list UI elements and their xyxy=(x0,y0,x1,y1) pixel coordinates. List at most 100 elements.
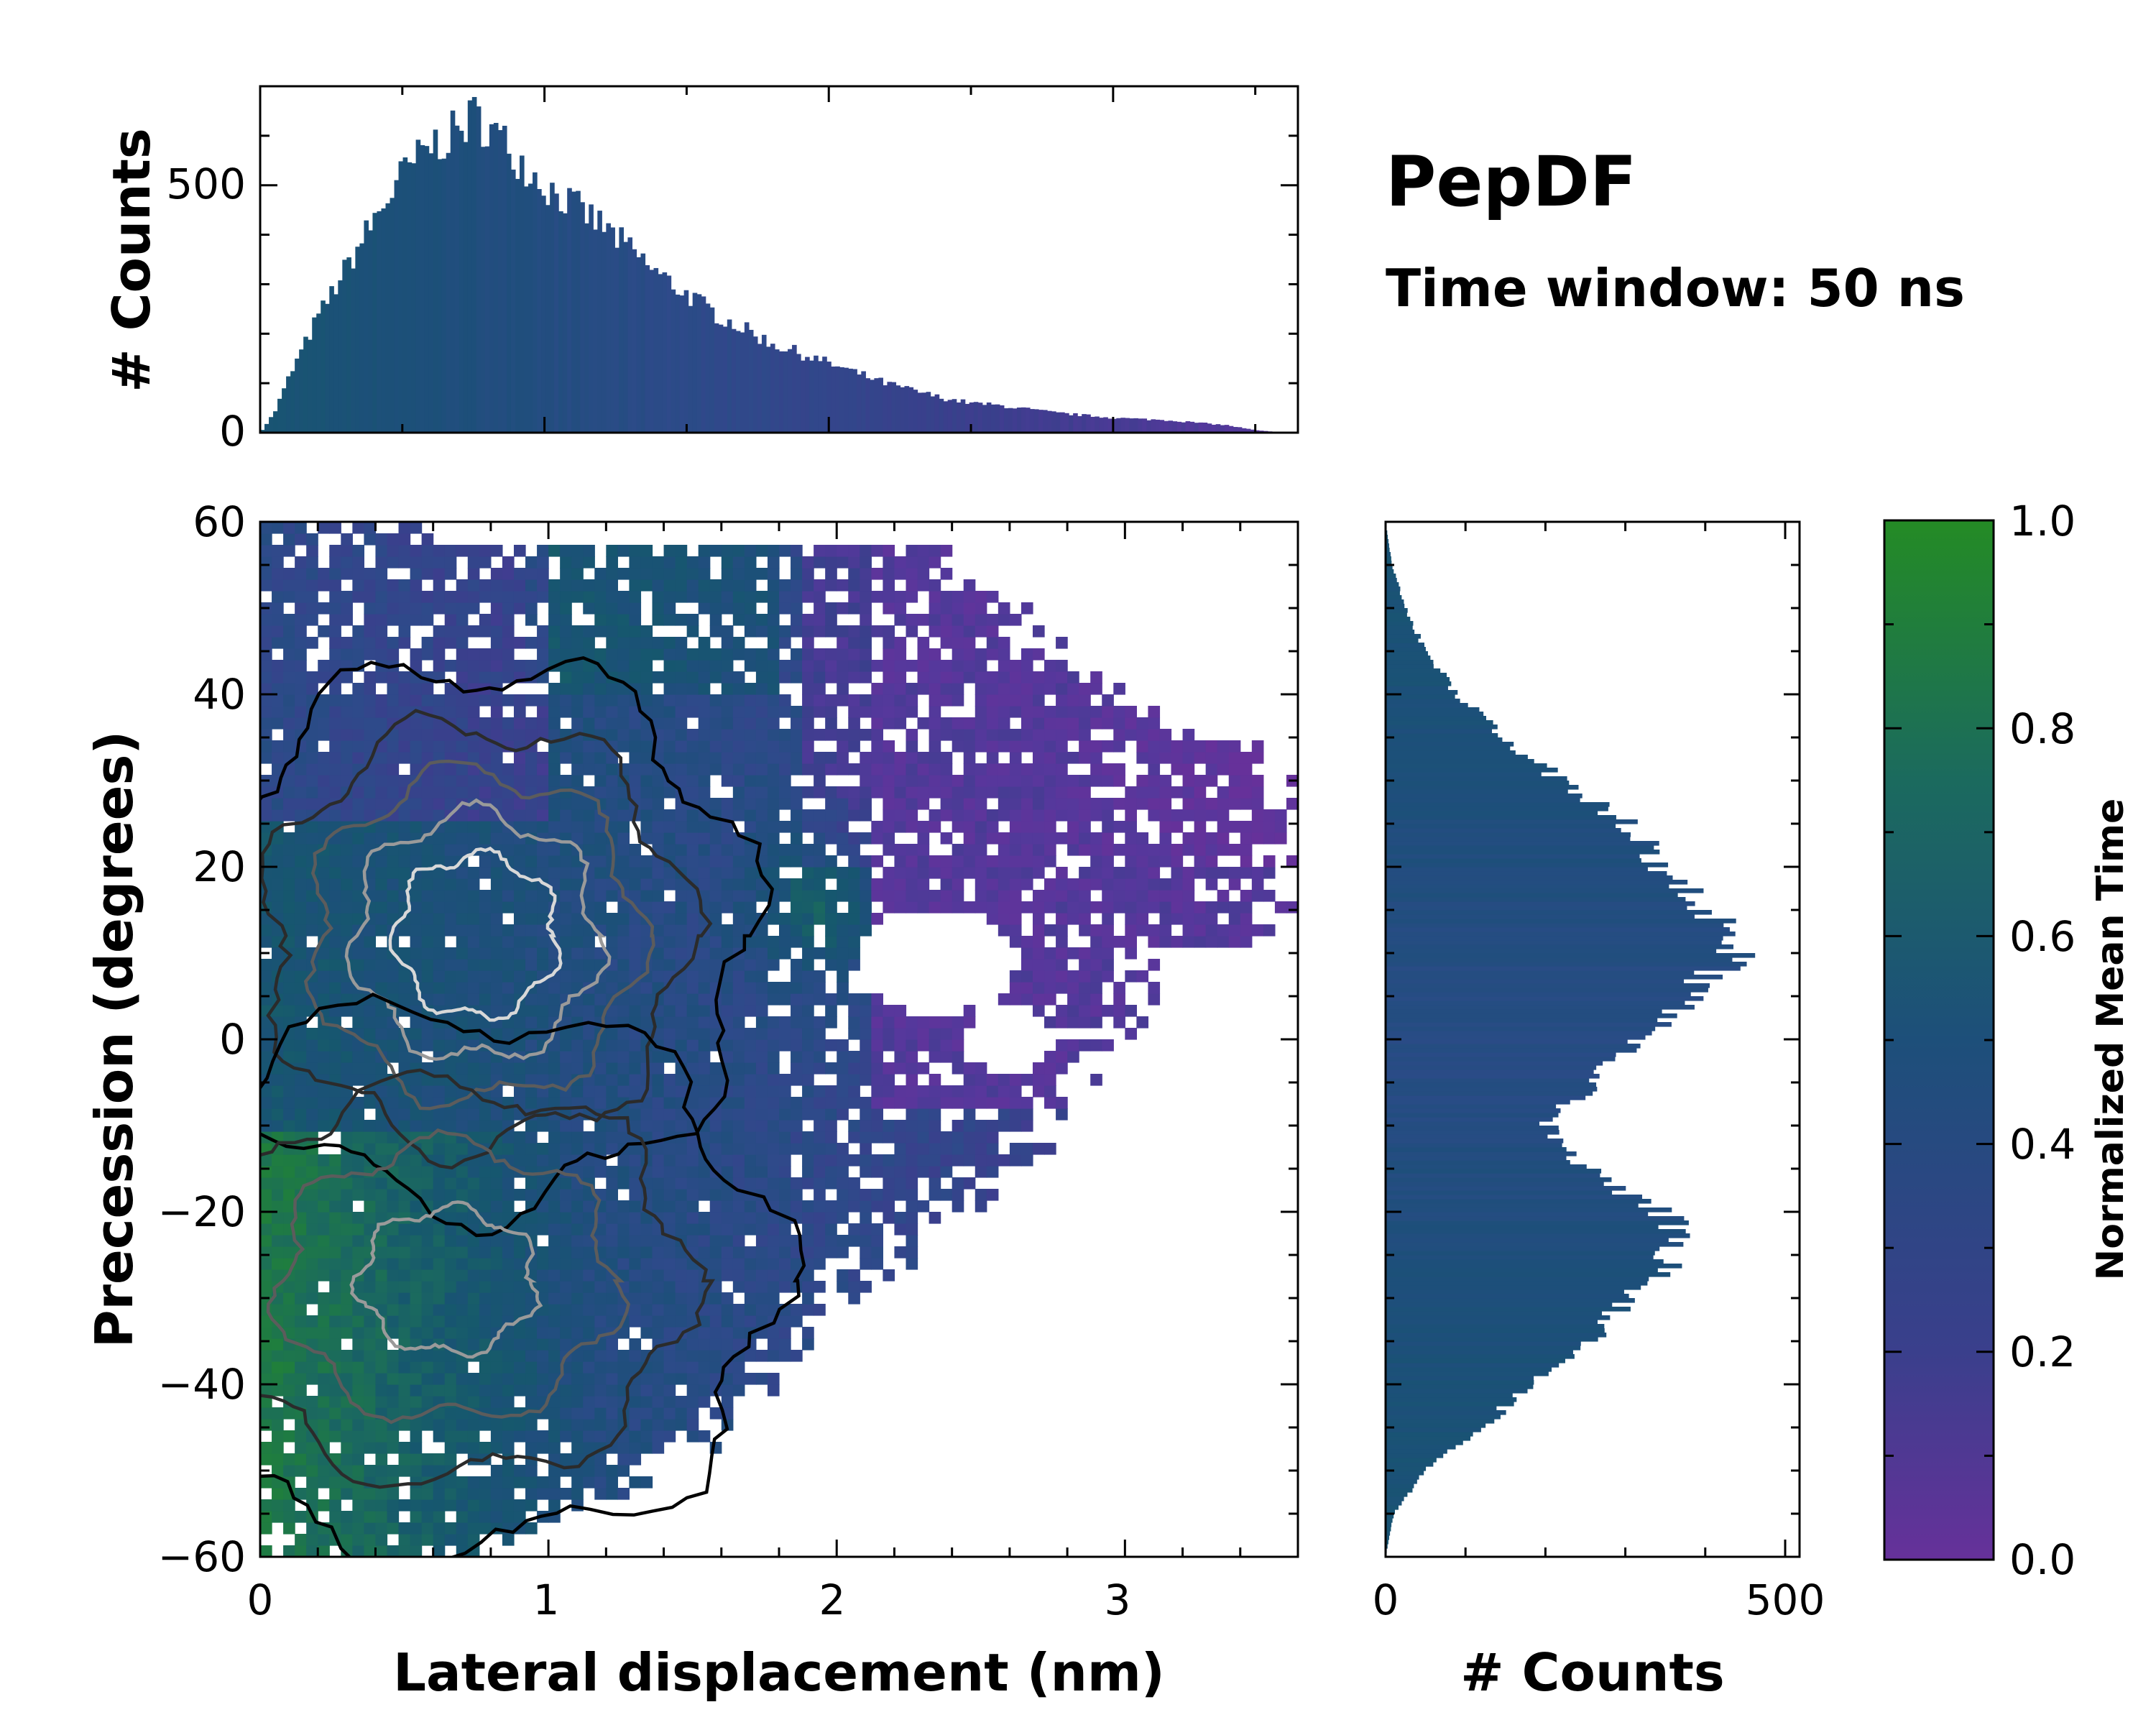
heatmap-cell xyxy=(375,1396,388,1408)
heatmap-cell xyxy=(490,729,503,741)
heatmap-cell xyxy=(456,591,469,603)
heatmap-cell xyxy=(260,1246,272,1259)
heatmap-cell xyxy=(629,1281,642,1293)
heatmap-cell xyxy=(721,821,734,833)
heatmap-cell xyxy=(663,832,676,845)
heatmap-cell xyxy=(1009,1108,1022,1121)
heatmap-cell xyxy=(814,901,826,914)
heatmap-cell xyxy=(375,602,388,615)
heatmap-cell xyxy=(1228,786,1241,799)
heatmap-cell xyxy=(467,1315,480,1328)
heatmap-cell xyxy=(929,1143,941,1155)
heatmap-cell xyxy=(410,1465,423,1477)
heatmap-cell xyxy=(744,947,757,960)
heatmap-cell xyxy=(906,821,918,833)
heatmap-cell xyxy=(583,901,595,914)
heatmap-cell xyxy=(1274,901,1287,914)
top-histogram: 0 500 # Counts xyxy=(101,85,1299,456)
heatmap-cell xyxy=(860,1258,872,1270)
heatmap-cell xyxy=(755,809,768,822)
heatmap-cell xyxy=(906,1143,918,1155)
heatmap-cell xyxy=(1182,740,1195,753)
heatmap-cell xyxy=(341,706,353,718)
heatmap-cell xyxy=(560,936,572,948)
heatmap-cell xyxy=(318,775,330,787)
heatmap-cell xyxy=(686,1143,699,1155)
heatmap-cell xyxy=(963,1097,976,1109)
heatmap-cell xyxy=(721,717,734,730)
heatmap-cell xyxy=(721,660,734,672)
heatmap-cell xyxy=(467,1304,480,1316)
heatmap-cell xyxy=(571,625,584,638)
heatmap-cell xyxy=(341,671,353,684)
heatmap-cell xyxy=(871,683,883,695)
top-histogram-bar xyxy=(835,366,840,433)
heatmap-cell xyxy=(755,821,768,833)
heatmap-cell xyxy=(998,706,1010,718)
heatmap-cell xyxy=(352,1384,364,1397)
heatmap-cell xyxy=(871,1189,883,1201)
heatmap-cell xyxy=(513,1074,526,1086)
heatmap-cell xyxy=(814,1028,826,1040)
heatmap-cell xyxy=(894,694,907,707)
heatmap-cell xyxy=(525,1143,538,1155)
heatmap-cell xyxy=(525,867,538,879)
heatmap-cell xyxy=(571,1269,584,1282)
heatmap-cell xyxy=(502,1534,515,1546)
heatmap-cell xyxy=(1217,936,1230,948)
heatmap-cell xyxy=(306,752,318,764)
heatmap-cell xyxy=(502,775,515,787)
heatmap-cell xyxy=(341,1522,353,1535)
heatmap-cell xyxy=(525,809,538,822)
heatmap-cell xyxy=(837,1281,849,1293)
heatmap-cell xyxy=(398,671,411,684)
heatmap-cell xyxy=(929,717,941,730)
heatmap-cell xyxy=(629,1235,642,1247)
heatmap-cell xyxy=(1148,867,1161,879)
heatmap-cell xyxy=(467,867,480,879)
heatmap-cell xyxy=(963,1131,976,1144)
heatmap-cell xyxy=(433,1534,446,1546)
heatmap-cell xyxy=(629,1016,642,1029)
heatmap-cell xyxy=(1067,775,1079,787)
heatmap-cell xyxy=(364,959,377,971)
heatmap-cell xyxy=(617,901,630,914)
heatmap-cell xyxy=(675,901,688,914)
heatmap-cell xyxy=(721,694,734,707)
top-histogram-bar xyxy=(947,400,953,433)
heatmap-cell xyxy=(410,786,423,799)
heatmap-cell xyxy=(272,1499,284,1512)
heatmap-cell xyxy=(860,614,872,626)
heatmap-cell xyxy=(1102,878,1114,891)
heatmap-cell xyxy=(848,832,860,845)
heatmap-cell xyxy=(272,717,284,730)
heatmap-cell xyxy=(352,1304,364,1316)
heatmap-cell xyxy=(283,1522,295,1535)
heatmap-cell xyxy=(583,1373,595,1385)
heatmap-cell xyxy=(272,1442,284,1454)
heatmap-cell xyxy=(779,1315,791,1328)
heatmap-cell xyxy=(721,1154,734,1167)
heatmap-cell xyxy=(860,867,872,879)
heatmap-cell xyxy=(1159,844,1172,856)
heatmap-cell xyxy=(513,901,526,914)
heatmap-cell xyxy=(883,660,895,672)
heatmap-cell xyxy=(490,1373,503,1385)
heatmap-cell xyxy=(1032,763,1045,776)
heatmap-cell xyxy=(421,1039,434,1052)
top-histogram-bar xyxy=(467,100,473,433)
heatmap-cell xyxy=(421,1108,434,1121)
heatmap-cell xyxy=(802,763,814,776)
heatmap-cell xyxy=(318,1269,330,1282)
heatmap-cell xyxy=(444,775,457,787)
heatmap-cell xyxy=(606,1028,618,1040)
heatmap-cell xyxy=(1090,993,1102,1006)
heatmap-cell xyxy=(721,982,734,994)
heatmap-cell xyxy=(295,1085,307,1098)
heatmap-cell xyxy=(479,867,492,879)
top-histogram-bar xyxy=(377,211,382,433)
heatmap-cell xyxy=(814,1062,826,1075)
heatmap-cell xyxy=(306,913,318,925)
heatmap-cell xyxy=(744,1166,757,1178)
heatmap-cell xyxy=(594,602,607,615)
